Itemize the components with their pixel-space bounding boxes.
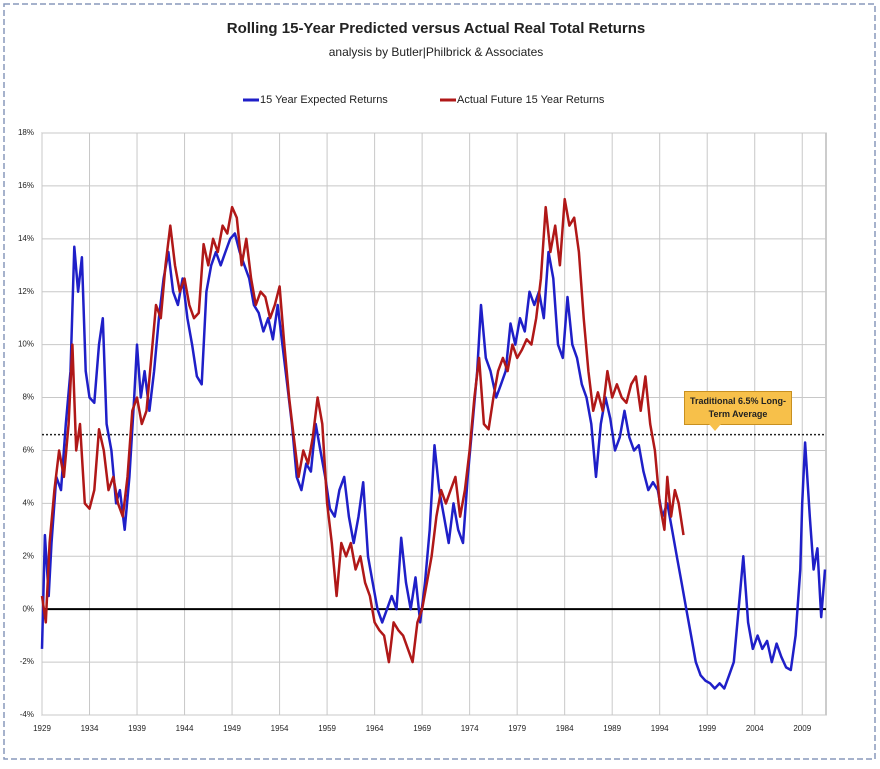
chart-subtitle: analysis by Butler|Philbrick & Associate…: [329, 45, 544, 59]
chart-title: Rolling 15-Year Predicted versus Actual …: [227, 20, 645, 37]
series-line: [40, 232, 827, 690]
x-tick-label: 1964: [366, 724, 384, 733]
x-tick-label: 1984: [556, 724, 574, 733]
x-tick-label: 1974: [461, 724, 479, 733]
y-tick-label: 8%: [22, 393, 34, 402]
y-tick-label: 10%: [18, 340, 34, 349]
x-tick-label: 1989: [603, 724, 621, 733]
x-tick-label: 1954: [271, 724, 289, 733]
y-tick-label: 4%: [22, 498, 34, 507]
annotation: Traditional 6.5% Long-Term Average: [684, 391, 792, 431]
y-tick-label: 6%: [22, 446, 34, 455]
y-tick-label: 16%: [18, 181, 34, 190]
x-tick-label: 1969: [413, 724, 431, 733]
x-tick-label: 2004: [746, 724, 764, 733]
y-tick-label: 18%: [18, 128, 34, 137]
y-tick-label: 0%: [22, 604, 34, 613]
frame: [3, 3, 876, 760]
x-tick-label: 1994: [651, 724, 669, 733]
x-tick-label: 1944: [176, 724, 194, 733]
x-tick-label: 2009: [793, 724, 811, 733]
x-tick-label: 1979: [508, 724, 526, 733]
y-tick-label: -2%: [20, 657, 34, 666]
x-tick-label: 1939: [128, 724, 146, 733]
x-tick-label: 1949: [223, 724, 241, 733]
x-tick-label: 1929: [33, 724, 51, 733]
y-tick-label: 14%: [18, 234, 34, 243]
x-tick-label: 1934: [81, 724, 99, 733]
x-tick-label: 1959: [318, 724, 336, 733]
x-tick-label: 1999: [698, 724, 716, 733]
y-tick-label: -4%: [20, 710, 34, 719]
series-line: [40, 197, 685, 664]
legend-label: 15 Year Expected Returns: [260, 94, 388, 106]
y-tick-label: 12%: [18, 287, 34, 296]
y-tick-label: 2%: [22, 551, 34, 560]
legend-label: Actual Future 15 Year Returns: [457, 94, 605, 106]
